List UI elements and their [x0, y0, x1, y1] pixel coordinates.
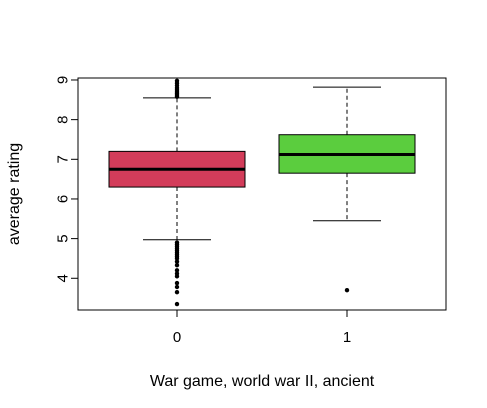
x-tick-label: 0: [173, 329, 181, 346]
outlier-point: [174, 259, 180, 264]
y-tick-label: 8: [54, 115, 71, 123]
x-axis-label: War game, world war II, ancient: [150, 373, 375, 390]
outlier-point: [174, 240, 180, 245]
outlier-point: [174, 262, 180, 268]
outlier-point: [174, 301, 180, 307]
y-axis-label: average rating: [6, 143, 23, 245]
outlier-point: [344, 287, 350, 293]
outlier-point: [174, 280, 180, 286]
outlier-point: [174, 78, 180, 83]
box-group-0: [108, 78, 246, 307]
outlier-point: [174, 271, 180, 276]
outlier-point: [174, 289, 180, 295]
y-tick-label: 6: [54, 195, 71, 203]
outlier-point: [174, 268, 180, 273]
boxes: [108, 78, 416, 307]
y-tick-label: 5: [54, 234, 71, 242]
y-axis: 4 5 6 7 8 9: [54, 76, 79, 282]
plot-frame: [77, 77, 447, 311]
outlier-point: [174, 284, 180, 290]
y-tick-label: 7: [54, 155, 71, 163]
x-tick-label: 1: [343, 329, 351, 346]
y-tick-label: 9: [54, 76, 71, 84]
y-tick-label: 4: [54, 274, 71, 282]
box-group-1: [278, 86, 416, 293]
